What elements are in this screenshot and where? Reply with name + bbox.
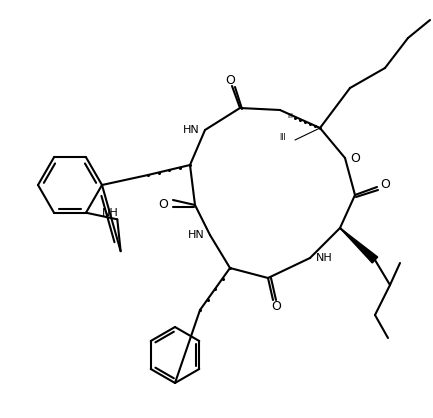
Text: O: O [225, 74, 235, 87]
Text: III: III [287, 113, 293, 119]
Polygon shape [340, 228, 378, 263]
Text: III: III [280, 133, 286, 143]
Text: O: O [380, 178, 390, 191]
Text: HN: HN [183, 125, 199, 135]
Text: HN: HN [187, 230, 204, 240]
Text: O: O [271, 300, 281, 313]
Text: O: O [350, 151, 360, 165]
Text: O: O [158, 199, 168, 212]
Text: NH: NH [316, 253, 333, 263]
Text: NH: NH [102, 208, 119, 218]
